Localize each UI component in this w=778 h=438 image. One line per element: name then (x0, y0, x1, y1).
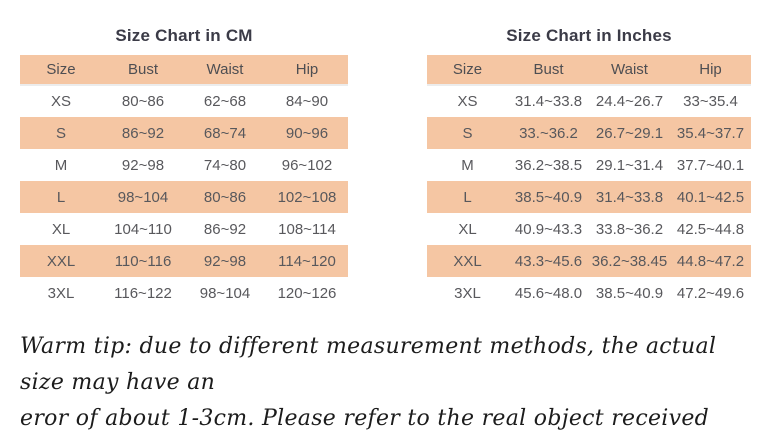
size-cell: S (427, 117, 508, 149)
waist-cell: 36.2~38.45 (589, 245, 670, 277)
waist-cell: 98~104 (199, 284, 251, 302)
size-cell: S (20, 117, 102, 149)
waist-cell: 80~86 (184, 181, 266, 213)
table-row-cm-s: S 86~92 68~74 90~96 (20, 117, 348, 149)
waist-cell: 24.4~26.7 (595, 93, 664, 110)
cm-col-header-size: Size (20, 55, 102, 86)
size-cell: XXL (20, 245, 102, 277)
warm-tip-line-2: eror of about 1-3cm. Please refer to the… (20, 406, 710, 431)
table-row-inches-xl: XL 40.9~43.3 33.8~36.2 42.5~44.8 (427, 213, 751, 245)
hip-cell: 102~108 (266, 181, 348, 213)
size-cell: XS (457, 93, 478, 110)
size-cell: XXL (427, 245, 508, 277)
hip-cell: 90~96 (266, 117, 348, 149)
waist-cell: 74~80 (203, 156, 247, 174)
table-row-inches-3xl: 3XL 45.6~48.0 38.5~40.9 47.2~49.6 (427, 277, 751, 309)
hip-cell: 114~120 (266, 245, 348, 277)
hip-cell: 42.5~44.8 (676, 220, 745, 238)
size-cell: L (20, 181, 102, 213)
size-cell: M (461, 156, 474, 174)
bust-cell: 116~122 (114, 284, 172, 302)
warm-tip-text: Warm tip: due to different measurement m… (20, 329, 760, 437)
bust-cell: 36.2~38.5 (514, 156, 583, 174)
hip-cell: 33~35.4 (683, 93, 738, 110)
bust-cell: 40.9~43.3 (514, 220, 583, 238)
size-chart-inches-section: Size Chart in Inches Size Bust Waist Hip… (427, 26, 751, 309)
warm-tip-line-1: Warm tip: due to different measurement m… (20, 334, 717, 395)
table-row-cm-3xl: 3XL 116~122 98~104 120~126 (20, 277, 348, 309)
waist-cell: 62~68 (203, 93, 247, 110)
size-cell: XL (51, 220, 71, 238)
bust-cell: 43.3~45.6 (508, 245, 589, 277)
bust-cell: 45.6~48.0 (514, 284, 583, 302)
size-chart-cm-section: Size Chart in CM Size Bust Waist Hip XS … (20, 26, 348, 309)
table-row-inches-s: S 33.~36.2 26.7~29.1 35.4~37.7 (427, 117, 751, 149)
inches-col-header-bust: Bust (508, 55, 589, 86)
waist-cell: 86~92 (203, 220, 247, 238)
bust-cell: 98~104 (102, 181, 184, 213)
table-row-inches-l: L 38.5~40.9 31.4~33.8 40.1~42.5 (427, 181, 751, 213)
inches-chart-title: Size Chart in Inches (506, 26, 672, 45)
table-row-cm-xs: XS 80~86 62~68 84~90 (20, 85, 348, 117)
table-row-inches-xs: XS 31.4~33.8 24.4~26.7 33~35.4 (427, 85, 751, 117)
bust-cell: 33.~36.2 (508, 117, 589, 149)
cm-header-row: Size Bust Waist Hip (20, 55, 348, 86)
bust-cell: 31.4~33.8 (514, 93, 583, 110)
table-row-cm-m: M 92~98 74~80 96~102 (20, 149, 348, 181)
hip-cell: 108~114 (278, 220, 336, 238)
size-cell: M (54, 156, 68, 174)
table-row-cm-xl: XL 104~110 86~92 108~114 (20, 213, 348, 245)
inches-col-header-waist: Waist (589, 55, 670, 86)
size-cell: 3XL (47, 284, 75, 302)
table-row-cm-l: L 98~104 80~86 102~108 (20, 181, 348, 213)
cm-col-header-bust: Bust (102, 55, 184, 86)
waist-cell: 68~74 (184, 117, 266, 149)
waist-cell: 29.1~31.4 (595, 156, 664, 174)
size-charts-section: Size Chart in CM Size Bust Waist Hip XS … (20, 26, 751, 309)
inches-header-row: Size Bust Waist Hip (427, 55, 751, 86)
hip-cell: 96~102 (281, 156, 333, 174)
table-row-cm-xxl: XXL 110~116 92~98 114~120 (20, 245, 348, 277)
hip-cell: 35.4~37.7 (670, 117, 751, 149)
inches-size-table: Size Bust Waist Hip XS 31.4~33.8 24.4~26… (427, 55, 751, 309)
table-row-inches-xxl: XXL 43.3~45.6 36.2~38.45 44.8~47.2 (427, 245, 751, 277)
bust-cell: 80~86 (121, 93, 165, 110)
cm-size-table: Size Bust Waist Hip XS 80~86 62~68 84~90… (20, 55, 348, 309)
table-row-inches-m: M 36.2~38.5 29.1~31.4 37.7~40.1 (427, 149, 751, 181)
bust-cell: 86~92 (102, 117, 184, 149)
hip-cell: 44.8~47.2 (670, 245, 751, 277)
hip-cell: 84~90 (285, 93, 329, 110)
bust-cell: 38.5~40.9 (508, 181, 589, 213)
bust-cell: 92~98 (121, 156, 165, 174)
hip-cell: 120~126 (277, 284, 337, 302)
size-cell: XS (50, 93, 71, 110)
inches-col-header-hip: Hip (670, 55, 751, 86)
bust-cell: 104~110 (114, 220, 172, 238)
size-cell: 3XL (454, 284, 481, 302)
size-cell: XL (458, 220, 477, 238)
hip-cell: 40.1~42.5 (670, 181, 751, 213)
cm-chart-title: Size Chart in CM (115, 26, 253, 45)
inches-col-header-size: Size (427, 55, 508, 86)
bust-cell: 110~116 (102, 245, 184, 277)
waist-cell: 31.4~33.8 (589, 181, 670, 213)
hip-cell: 37.7~40.1 (676, 156, 745, 174)
cm-col-header-waist: Waist (184, 55, 266, 86)
waist-cell: 33.8~36.2 (595, 220, 664, 238)
size-cell: L (427, 181, 508, 213)
cm-col-header-hip: Hip (266, 55, 348, 86)
waist-cell: 26.7~29.1 (589, 117, 670, 149)
waist-cell: 38.5~40.9 (595, 284, 664, 302)
hip-cell: 47.2~49.6 (676, 284, 745, 302)
waist-cell: 92~98 (184, 245, 266, 277)
